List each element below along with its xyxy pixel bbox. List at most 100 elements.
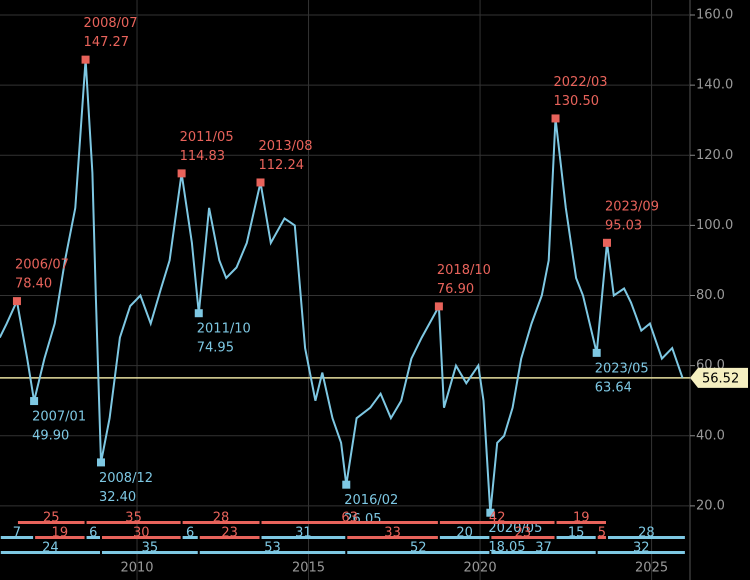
annotation-date: 2018/10: [437, 263, 491, 278]
extreme-marker: [96, 458, 105, 467]
annotation-value: 95.03: [605, 218, 642, 233]
count-bar: [0, 551, 100, 554]
extreme-marker: [434, 302, 443, 311]
annotation-value: 112.24: [259, 158, 305, 173]
annotation-date: 2008/12: [99, 471, 153, 486]
y-tick-label: 100.0: [696, 218, 733, 233]
y-tick-label: 140.0: [696, 78, 733, 93]
count-bar: [199, 551, 346, 554]
extreme-marker: [81, 55, 90, 64]
x-tick-label: 2020: [464, 561, 497, 576]
extreme-marker: [194, 309, 203, 318]
count-bar: [556, 536, 596, 539]
y-tick-label: 40.0: [696, 428, 725, 443]
y-tick-label: 80.0: [696, 288, 725, 303]
count-bar: [491, 551, 596, 554]
count-label: 42: [489, 511, 506, 526]
count-bar: [261, 521, 438, 524]
count-bar: [607, 536, 685, 539]
count-label: 30: [133, 526, 150, 541]
count-label: 20: [456, 526, 473, 541]
annotation-value: 76.90: [437, 282, 474, 297]
annotation-value: 130.50: [554, 94, 600, 109]
count-label: 24: [42, 541, 59, 556]
count-bar: [86, 536, 100, 539]
count-bar: [182, 536, 198, 539]
count-label: 28: [638, 526, 655, 541]
count-label: 33: [384, 526, 401, 541]
count-label: 31: [295, 526, 312, 541]
extreme-marker: [12, 297, 21, 306]
count-label: 23: [221, 526, 238, 541]
annotation-value: 49.90: [32, 429, 69, 444]
annotation-value: 74.95: [197, 341, 234, 356]
y-tick-label: 20.0: [696, 498, 725, 513]
count-label: 6: [186, 526, 194, 541]
y-tick-label: 120.0: [696, 148, 733, 163]
extreme-marker: [602, 238, 611, 247]
count-bar: [597, 551, 685, 554]
annotation-date: 2007/01: [32, 410, 86, 425]
annotation-date: 2011/10: [197, 322, 251, 337]
count-bar: [261, 536, 346, 539]
count-label: 53: [264, 541, 281, 556]
extreme-marker: [592, 348, 601, 357]
extreme-marker: [30, 397, 39, 406]
count-label: 23: [515, 526, 532, 541]
count-bar: [439, 536, 490, 539]
count-bar: [86, 521, 181, 524]
count-label: 6: [89, 526, 97, 541]
price-tag-label: 56.52: [702, 371, 739, 386]
extreme-marker: [486, 508, 495, 517]
annotation-date: 2008/07: [84, 16, 138, 31]
count-label: 52: [410, 541, 427, 556]
annotation-value: 114.83: [180, 149, 226, 164]
count-bar: [182, 521, 260, 524]
count-label: 19: [573, 511, 590, 526]
annotation-date: 2006/07: [15, 258, 69, 273]
count-bar: [347, 551, 490, 554]
count-label: 35: [142, 541, 159, 556]
count-label: 35: [125, 511, 142, 526]
x-tick-label: 2010: [120, 561, 153, 576]
count-bar: [101, 536, 181, 539]
annotation-value: 78.40: [15, 277, 52, 292]
count-bar: [347, 536, 438, 539]
annotation-date: 2022/03: [554, 75, 608, 90]
count-bar: [439, 521, 555, 524]
count-bar: [556, 521, 606, 524]
count-label: 37: [535, 541, 552, 556]
count-bar: [199, 536, 260, 539]
count-label: 28: [213, 511, 230, 526]
y-tick-label: 160.0: [696, 8, 733, 23]
count-bar: [491, 536, 555, 539]
extreme-marker: [551, 114, 560, 123]
annotation-date: 2013/08: [259, 139, 313, 154]
count-bar: [0, 536, 34, 539]
x-tick-label: 2015: [292, 561, 325, 576]
count-label: 63: [341, 511, 358, 526]
count-label: 15: [568, 526, 585, 541]
count-bar: [101, 551, 198, 554]
annotation-value: 147.27: [84, 35, 129, 50]
annotation-date: 2023/09: [605, 199, 659, 214]
count-label: 32: [633, 541, 650, 556]
count-bar: [597, 536, 606, 539]
count-label: 5: [598, 526, 606, 541]
annotation-date: 2011/05: [180, 130, 234, 145]
annotation-value: 63.64: [595, 380, 632, 395]
count-label: 25: [43, 511, 60, 526]
count-label: 19: [52, 526, 69, 541]
annotation-value: 32.40: [99, 490, 136, 505]
count-bar: [17, 521, 85, 524]
price-tag: [690, 367, 748, 388]
annotation-date: 2020/05: [488, 521, 542, 536]
count-label: 7: [13, 526, 21, 541]
x-tick-label: 2025: [635, 561, 668, 576]
extreme-marker: [177, 169, 186, 178]
extreme-marker: [256, 178, 265, 187]
annotation-date: 2023/05: [595, 361, 649, 376]
extreme-marker: [342, 480, 351, 489]
count-bar: [35, 536, 85, 539]
